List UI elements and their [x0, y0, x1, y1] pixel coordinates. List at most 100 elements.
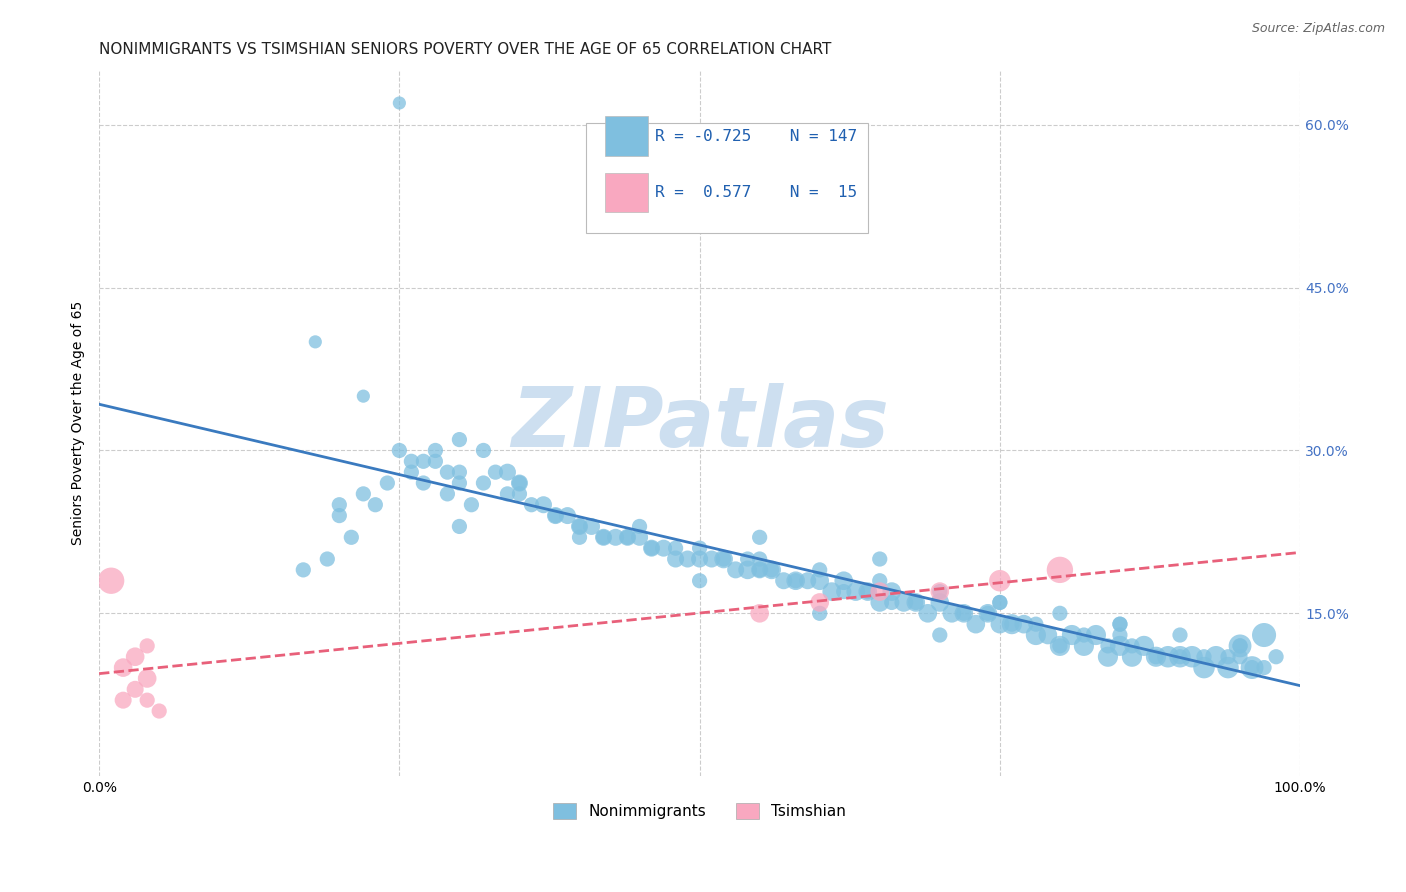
Point — [412, 454, 434, 468]
Point — [904, 595, 927, 609]
Point — [1001, 617, 1024, 632]
Point — [568, 530, 591, 544]
Point — [1073, 628, 1095, 642]
Point — [640, 541, 662, 556]
Point — [808, 563, 831, 577]
Point — [1192, 660, 1215, 674]
Point — [713, 552, 735, 566]
Point — [436, 465, 458, 479]
Point — [965, 617, 987, 632]
Point — [592, 530, 614, 544]
Point — [1012, 617, 1035, 632]
Point — [893, 595, 915, 609]
Point — [785, 574, 807, 588]
Point — [1109, 617, 1132, 632]
Point — [401, 454, 423, 468]
FancyBboxPatch shape — [605, 116, 648, 156]
Point — [412, 475, 434, 490]
Point — [1229, 639, 1251, 653]
Point — [1144, 649, 1167, 664]
Point — [713, 552, 735, 566]
Point — [1109, 639, 1132, 653]
Text: ZIPatlas: ZIPatlas — [510, 383, 889, 464]
Point — [832, 584, 855, 599]
Point — [1049, 607, 1071, 621]
Point — [1192, 649, 1215, 664]
Point — [1109, 617, 1132, 632]
Point — [628, 519, 651, 533]
Point — [832, 574, 855, 588]
Point — [1216, 660, 1239, 674]
Point — [425, 443, 447, 458]
Point — [496, 487, 519, 501]
Point — [100, 574, 122, 588]
Point — [449, 475, 471, 490]
Point — [436, 487, 458, 501]
Point — [124, 682, 146, 697]
Point — [377, 475, 399, 490]
Point — [328, 508, 350, 523]
Point — [1229, 639, 1251, 653]
Point — [977, 607, 1000, 621]
Point — [1001, 617, 1024, 632]
Point — [1168, 649, 1191, 664]
Point — [689, 552, 711, 566]
Point — [628, 530, 651, 544]
Point — [533, 498, 555, 512]
Point — [1229, 649, 1251, 664]
Point — [953, 607, 976, 621]
Point — [652, 541, 675, 556]
Point — [1097, 639, 1119, 653]
Point — [796, 574, 818, 588]
Point — [340, 530, 363, 544]
Point — [292, 563, 315, 577]
Point — [112, 693, 135, 707]
Point — [1241, 660, 1264, 674]
Point — [1036, 628, 1059, 642]
Point — [917, 607, 939, 621]
Point — [1205, 649, 1227, 664]
Point — [124, 649, 146, 664]
Point — [808, 607, 831, 621]
Point — [1133, 639, 1156, 653]
Text: NONIMMIGRANTS VS TSIMSHIAN SENIORS POVERTY OVER THE AGE OF 65 CORRELATION CHART: NONIMMIGRANTS VS TSIMSHIAN SENIORS POVER… — [100, 42, 831, 57]
Point — [808, 595, 831, 609]
Point — [772, 574, 794, 588]
Point — [724, 563, 747, 577]
Point — [808, 574, 831, 588]
Point — [568, 519, 591, 533]
Point — [665, 552, 688, 566]
Point — [425, 454, 447, 468]
Point — [136, 672, 159, 686]
Point — [748, 563, 770, 577]
Point — [544, 508, 567, 523]
Point — [449, 433, 471, 447]
Point — [904, 595, 927, 609]
Point — [1121, 639, 1143, 653]
Point — [1049, 563, 1071, 577]
Point — [928, 584, 950, 599]
Text: R =  0.577    N =  15: R = 0.577 N = 15 — [655, 185, 858, 200]
Point — [508, 487, 530, 501]
Point — [821, 584, 844, 599]
Point — [880, 595, 903, 609]
Point — [460, 498, 482, 512]
Point — [977, 607, 1000, 621]
Point — [484, 465, 506, 479]
Point — [508, 475, 530, 490]
Point — [737, 563, 759, 577]
Point — [988, 617, 1011, 632]
Point — [364, 498, 387, 512]
Point — [1097, 649, 1119, 664]
Point — [449, 465, 471, 479]
Point — [112, 660, 135, 674]
Point — [581, 519, 603, 533]
Point — [316, 552, 339, 566]
Point — [761, 563, 783, 577]
Point — [352, 389, 374, 403]
Point — [928, 628, 950, 642]
Point — [508, 475, 530, 490]
Point — [1181, 649, 1204, 664]
Point — [748, 607, 770, 621]
Point — [592, 530, 614, 544]
